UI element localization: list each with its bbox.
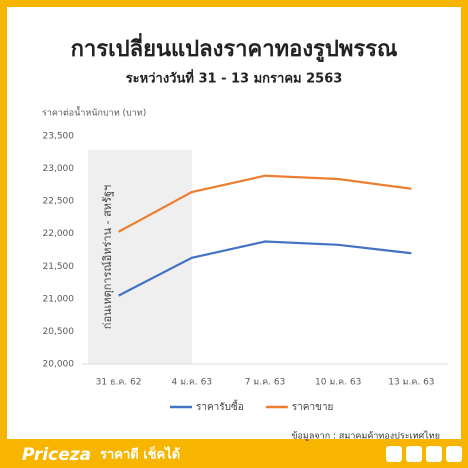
icon[interactable] <box>426 446 442 462</box>
annotation: ก่อนเหตุการณ์อิหร่าน - สหรัฐฯ <box>101 185 114 329</box>
x-tick-label: 4 ม.ค. 63 <box>172 378 213 388</box>
series-line <box>118 240 412 297</box>
legend-label: ราคารับซื้อ <box>196 399 244 413</box>
y-tick-label: 23,500 <box>43 132 75 142</box>
chart-subtitle: ระหว่างวันที่ 31 - 13 มกราคม 2563 <box>126 69 343 87</box>
y-tick-label: 21,000 <box>43 294 75 304</box>
y-axis-label: ราคาต่อน้ำหนักบาท (บาท) <box>42 106 146 119</box>
brand: Priceza <box>22 445 91 465</box>
x-tick-label: 13 ม.ค. 63 <box>388 378 434 388</box>
y-tick-label: 22,000 <box>43 229 75 239</box>
icon[interactable] <box>386 446 402 462</box>
y-tick-label: 20,500 <box>43 327 75 337</box>
x-tick-label: 31 ธ.ค. 62 <box>96 378 142 388</box>
icon[interactable] <box>446 446 462 462</box>
slogan: ราคาดี เช็คได้ <box>100 445 180 463</box>
shaded-period <box>88 150 192 364</box>
x-tick-label: 10 ม.ค. 63 <box>315 378 361 388</box>
chart-title: การเปลี่ยนแปลงราคาทองรูปพรรณ <box>71 32 398 63</box>
x-tick-label: 7 ม.ค. 63 <box>245 378 286 388</box>
y-tick-label: 20,000 <box>43 360 75 370</box>
icon[interactable] <box>406 446 422 462</box>
y-tick-label: 21,500 <box>43 262 75 272</box>
y-tick-label: 23,000 <box>43 164 75 174</box>
social-icons <box>386 446 462 462</box>
legend-label: ราคาขาย <box>292 402 334 413</box>
y-tick-label: 22,500 <box>43 197 75 207</box>
source: ข้อมูลจาก : สมาคมค้าทองประเทศไทย <box>291 431 440 442</box>
panel <box>7 7 461 439</box>
series-line <box>118 174 412 233</box>
